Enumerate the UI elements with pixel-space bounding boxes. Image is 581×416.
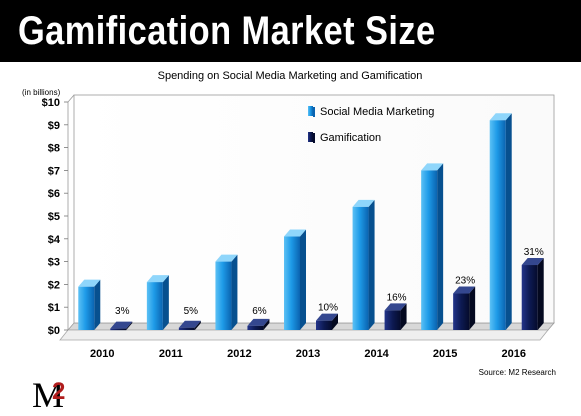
y-axis-ticks: $0 $1 $2 $3 $4 $5 $6 $7 $8 $9 $10 xyxy=(42,97,68,337)
y-axis-depth-line xyxy=(67,94,75,103)
x-tick-label: 2012 xyxy=(227,348,251,360)
title-banner: Gamification Market Size xyxy=(0,0,581,62)
data-label-gamification-share: 5% xyxy=(184,306,199,317)
legend-swatch-gamification xyxy=(308,132,315,143)
bar-social-media xyxy=(489,113,512,330)
market-size-chart: Spending on Social Media Marketing and G… xyxy=(22,70,556,415)
data-label-gamification-share: 3% xyxy=(115,306,130,317)
bar-social-media xyxy=(352,199,375,330)
y-tick-label: $8 xyxy=(48,143,60,155)
y-tick-label: $2 xyxy=(48,279,60,291)
data-label-gamification-share: 6% xyxy=(252,306,267,317)
data-labels: 3% 5% 6% 10% 16% 23% 31% xyxy=(115,247,544,317)
legend: Social Media Marketing Gamification xyxy=(308,106,434,144)
bar-social-media xyxy=(146,275,169,330)
bar-social-media xyxy=(215,254,238,330)
x-tick-label: 2013 xyxy=(296,348,320,360)
x-tick-label: 2015 xyxy=(433,348,457,360)
chart-floor-front xyxy=(59,329,549,341)
plot-frame xyxy=(59,94,555,341)
bar-social-media xyxy=(78,279,101,330)
y-tick-label: $10 xyxy=(42,97,60,109)
x-tick-label: 2011 xyxy=(159,348,183,360)
bar-social-media xyxy=(421,163,444,330)
data-label-gamification-share: 31% xyxy=(524,247,544,258)
source-note: Source: M2 Research xyxy=(479,368,556,377)
chart-back-wall xyxy=(73,94,555,324)
x-axis-ticks: 2010 2011 2012 2013 2014 2015 2016 xyxy=(90,348,526,360)
legend-label-social-media: Social Media Marketing xyxy=(320,106,434,118)
y-tick-label: $0 xyxy=(48,325,60,337)
x-tick-label: 2016 xyxy=(501,348,525,360)
bars xyxy=(78,113,544,331)
bar-gamification xyxy=(316,313,338,330)
y-tick-label: $3 xyxy=(48,257,60,269)
chart-title: Spending on Social Media Marketing and G… xyxy=(158,70,423,82)
x-tick-label: 2014 xyxy=(364,348,389,360)
bar-gamification xyxy=(247,318,270,330)
legend-swatch-social-media xyxy=(308,106,315,117)
legend-label-gamification: Gamification xyxy=(320,132,381,144)
m2-logo: M 2 xyxy=(32,375,65,415)
y-tick-label: $5 xyxy=(48,211,60,223)
data-label-gamification-share: 10% xyxy=(318,303,338,314)
data-label-gamification-share: 23% xyxy=(455,276,475,287)
bar-gamification xyxy=(384,303,407,330)
y-tick-label: $1 xyxy=(48,302,60,314)
y-tick-label: $9 xyxy=(48,120,60,132)
bar-gamification xyxy=(521,258,544,330)
bar-gamification xyxy=(110,321,133,331)
logo-2: 2 xyxy=(52,378,65,405)
chart-floor xyxy=(67,322,555,331)
y-tick-label: $4 xyxy=(48,234,61,246)
y-unit-label: (in billions) xyxy=(22,88,61,97)
bar-gamification xyxy=(453,286,476,330)
y-tick-label: $6 xyxy=(48,188,60,200)
logo-m: M xyxy=(32,375,64,415)
y-tick-label: $7 xyxy=(48,165,60,177)
bar-social-media xyxy=(284,229,306,330)
data-label-gamification-share: 16% xyxy=(387,292,407,303)
bar-gamification xyxy=(178,320,201,330)
x-tick-label: 2010 xyxy=(90,348,114,360)
page-title: Gamification Market Size xyxy=(18,9,436,53)
